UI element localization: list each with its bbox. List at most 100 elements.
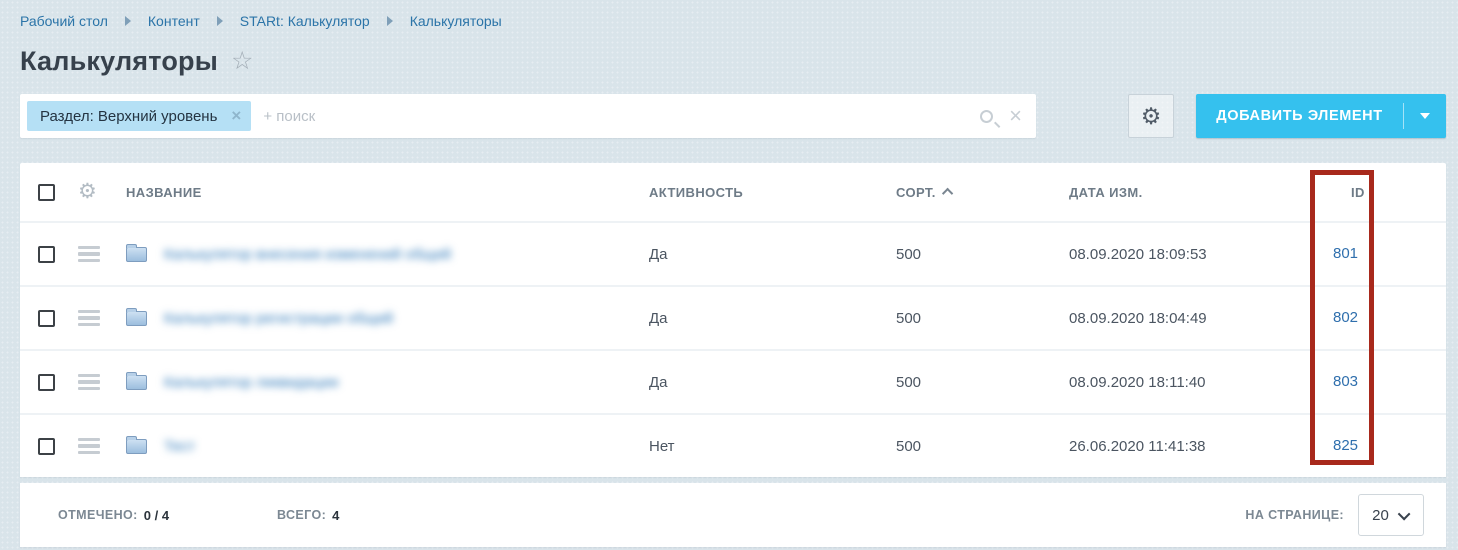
selected-value: 0 / 4	[143, 507, 170, 523]
table-row: Калькулятор регистрации общий Да 500 08.…	[20, 285, 1446, 349]
item-name-link[interactable]: Калькулятор регистрации общий	[164, 309, 394, 327]
row-menu-cell	[78, 373, 126, 391]
item-name-link[interactable]: Тест	[164, 437, 196, 455]
total-label: ВСЕГО:	[277, 508, 327, 522]
row-sort-cell: 500	[896, 309, 922, 327]
row-actions-menu-icon[interactable]	[78, 245, 100, 263]
row-modified-cell: 26.06.2020 11:41:38	[1069, 437, 1206, 455]
row-id-cell: 802	[1329, 309, 1446, 327]
grid-settings-button[interactable]: ⚙	[1128, 94, 1174, 138]
breadcrumb-item-calculators[interactable]: Калькуляторы	[409, 13, 502, 29]
item-id-link[interactable]: 802	[1333, 309, 1359, 326]
table-row: Калькулятор ликвидации Да 500 08.09.2020…	[20, 349, 1446, 413]
breadcrumb-arrow-icon	[216, 16, 223, 26]
breadcrumb-arrow-icon	[124, 16, 131, 26]
page-size-select[interactable]: 20	[1358, 494, 1424, 536]
toolbar: Раздел: Верхний уровень × × ⚙ ДОБАВИТЬ Э…	[20, 94, 1446, 138]
row-checkbox-cell	[20, 373, 78, 391]
breadcrumb-item-content[interactable]: Контент	[147, 13, 200, 29]
item-name-link[interactable]: Калькулятор внесения изменений общий	[164, 245, 452, 263]
add-element-button[interactable]: ДОБАВИТЬ ЭЛЕМЕНТ	[1196, 94, 1446, 138]
filter-tag[interactable]: Раздел: Верхний уровень ×	[27, 101, 252, 131]
select-all-checkbox[interactable]	[38, 183, 55, 201]
row-name-cell: Калькулятор регистрации общий	[126, 307, 649, 327]
breadcrumb-arrow-icon	[386, 16, 393, 26]
header-checkbox-cell	[20, 183, 78, 201]
row-menu-cell	[78, 437, 126, 455]
row-checkbox-cell	[20, 245, 78, 263]
button-divider	[1403, 103, 1404, 129]
per-page-label: НА СТРАНИЦЕ:	[1245, 508, 1344, 522]
column-header-name[interactable]: НАЗВАНИЕ	[126, 184, 202, 200]
table-header-row: ⚙ НАЗВАНИЕ АКТИВНОСТЬ СОРТ. ДАТА ИЗМ. ID	[20, 163, 1446, 221]
filter-tag-label: Раздел: Верхний уровень	[40, 107, 218, 125]
row-id-cell: 803	[1329, 373, 1446, 391]
row-modified-cell: 08.09.2020 18:11:40	[1069, 373, 1206, 391]
filter-clear-icon[interactable]: ×	[1009, 103, 1022, 128]
column-header-sort-label: СОРТ.	[896, 184, 936, 200]
row-checkbox[interactable]	[38, 437, 55, 455]
row-menu-cell	[78, 309, 126, 327]
favorite-star-icon[interactable]: ☆	[230, 47, 254, 75]
selected-label: ОТМЕЧЕНО:	[58, 508, 138, 522]
column-header-sort[interactable]: СОРТ.	[896, 185, 1069, 200]
total-counter: ВСЕГО: 4	[277, 508, 339, 523]
item-name-link[interactable]: Калькулятор ликвидации	[164, 373, 339, 391]
search-input[interactable]	[263, 107, 981, 125]
row-checkbox[interactable]	[38, 373, 55, 391]
row-actions-menu-icon[interactable]	[78, 373, 100, 391]
per-page-control: НА СТРАНИЦЕ: 20	[1245, 494, 1424, 536]
row-checkbox[interactable]	[38, 309, 55, 327]
breadcrumb-item-desktop[interactable]: Рабочий стол	[20, 13, 108, 29]
table-row: Тест Нет 500 26.06.2020 11:41:38 825	[20, 413, 1446, 477]
header-gear-cell: ⚙	[78, 181, 126, 203]
row-menu-cell	[78, 245, 126, 263]
items-table: ⚙ НАЗВАНИЕ АКТИВНОСТЬ СОРТ. ДАТА ИЗМ. ID	[20, 163, 1446, 477]
filter-tag-remove-icon[interactable]: ×	[231, 106, 242, 125]
column-header-active[interactable]: АКТИВНОСТЬ	[649, 184, 744, 200]
page-size-value: 20	[1372, 506, 1389, 524]
gear-icon: ⚙	[1140, 102, 1162, 129]
add-element-dropdown-button[interactable]	[1404, 113, 1446, 119]
breadcrumb-item-start-calculator[interactable]: STARt: Калькулятор	[239, 13, 370, 29]
search-icon[interactable]	[980, 109, 994, 123]
row-actions-menu-icon[interactable]	[78, 437, 100, 455]
page-title: Калькуляторы	[20, 46, 218, 76]
folder-icon	[126, 243, 147, 262]
breadcrumb: Рабочий стол Контент STARt: Калькулятор …	[20, 0, 1446, 29]
folder-icon	[126, 371, 147, 390]
row-actions-menu-icon[interactable]	[78, 309, 100, 327]
column-header-id[interactable]: ID	[1351, 184, 1365, 200]
row-id-cell: 825	[1329, 437, 1446, 455]
row-modified-cell: 08.09.2020 18:09:53	[1069, 245, 1207, 263]
column-header-modified[interactable]: ДАТА ИЗМ.	[1069, 184, 1143, 200]
add-element-button-label: ДОБАВИТЬ ЭЛЕМЕНТ	[1216, 108, 1383, 124]
item-id-link[interactable]: 825	[1333, 437, 1359, 454]
folder-icon	[126, 435, 147, 454]
row-sort-cell: 500	[896, 373, 922, 391]
selected-counter: ОТМЕЧЕНО: 0 / 4	[58, 508, 169, 523]
row-name-cell: Тест	[126, 435, 649, 455]
row-active-cell: Да	[649, 245, 668, 263]
item-id-link[interactable]: 803	[1333, 373, 1359, 390]
total-value: 4	[332, 507, 340, 523]
row-id-cell: 801	[1329, 245, 1446, 263]
filter-search-bar[interactable]: Раздел: Верхний уровень × ×	[20, 94, 1036, 138]
row-checkbox[interactable]	[38, 245, 55, 263]
folder-icon	[126, 307, 147, 326]
row-active-cell: Нет	[649, 437, 675, 455]
row-name-cell: Калькулятор ликвидации	[126, 371, 649, 391]
row-checkbox-cell	[20, 309, 78, 327]
sort-ascending-icon	[941, 187, 954, 200]
item-id-link[interactable]: 801	[1333, 245, 1359, 262]
row-name-cell: Калькулятор внесения изменений общий	[126, 243, 649, 263]
row-checkbox-cell	[20, 437, 78, 455]
table-row: Калькулятор внесения изменений общий Да …	[20, 221, 1446, 285]
table-body: Калькулятор внесения изменений общий Да …	[20, 221, 1446, 477]
row-modified-cell: 08.09.2020 18:04:49	[1069, 309, 1207, 327]
gear-icon[interactable]: ⚙	[78, 180, 97, 203]
row-active-cell: Да	[649, 309, 668, 327]
row-sort-cell: 500	[896, 437, 922, 455]
row-sort-cell: 500	[896, 245, 922, 263]
